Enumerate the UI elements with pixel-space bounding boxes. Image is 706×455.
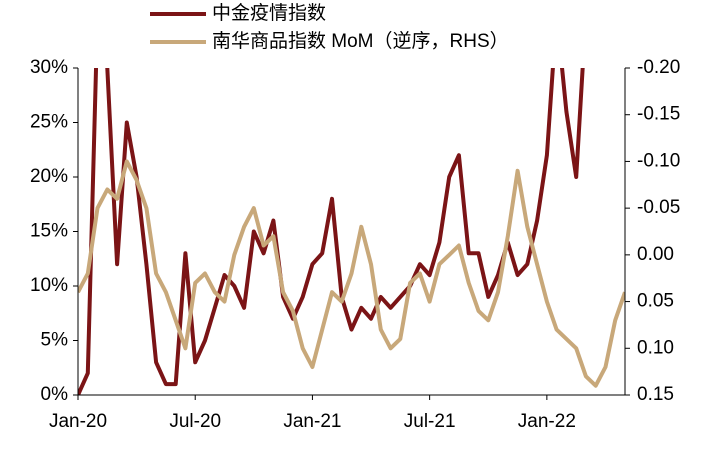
x-tick-label: Jan-20 [49, 411, 107, 432]
y-tick-label: 20% [30, 166, 68, 187]
y2-tick-label: -0.10 [637, 150, 680, 171]
y2-tick-label: -0.20 [637, 57, 680, 78]
series-line [78, 159, 625, 388]
y-tick-label: 10% [30, 275, 68, 296]
y2-tick-label: -0.05 [637, 197, 680, 218]
y-tick-label: 15% [30, 221, 68, 242]
x-tick-label: Jan-22 [518, 411, 576, 432]
y-tick-label: 30% [30, 57, 68, 78]
legend-label: 南华商品指数 MoM（逆序，RHS） [212, 30, 509, 52]
y-tick-label: 0% [41, 384, 69, 405]
y2-tick-label: 0.00 [637, 244, 674, 265]
x-tick-label: Jul-21 [404, 411, 456, 432]
x-tick-label: Jan-21 [283, 411, 341, 432]
y-tick-label: 25% [30, 112, 68, 133]
y2-tick-label: 0.05 [637, 291, 674, 312]
legend-label: 中金疫情指数 [212, 2, 326, 24]
plot-area [78, 68, 625, 395]
y2-tick-label: 0.15 [637, 384, 674, 405]
x-tick-label: Jul-20 [169, 411, 221, 432]
y2-tick-label: -0.15 [637, 104, 680, 125]
y2-tick-label: 0.10 [637, 337, 674, 358]
series-line [78, 68, 585, 395]
y-tick-label: 5% [41, 330, 69, 351]
